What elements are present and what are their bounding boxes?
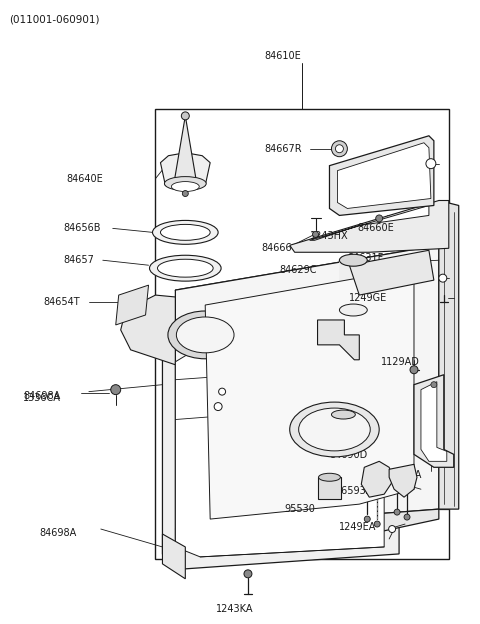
Ellipse shape	[290, 402, 379, 457]
Circle shape	[431, 382, 437, 388]
Ellipse shape	[176, 317, 234, 353]
Polygon shape	[162, 340, 399, 569]
Text: 84651: 84651	[242, 369, 273, 380]
Text: 84698A: 84698A	[39, 528, 76, 538]
Polygon shape	[332, 414, 355, 444]
Text: (011001-060901): (011001-060901)	[9, 14, 100, 24]
Polygon shape	[337, 143, 431, 208]
Ellipse shape	[339, 304, 367, 316]
Text: 84631F: 84631F	[348, 253, 384, 263]
Ellipse shape	[165, 177, 206, 190]
Text: 84690D: 84690D	[329, 451, 368, 461]
Polygon shape	[439, 245, 449, 509]
Text: 1243KA: 1243KA	[216, 603, 254, 613]
Text: 1129AD: 1129AD	[381, 357, 420, 367]
Text: 84656B: 84656B	[63, 223, 100, 233]
Ellipse shape	[339, 254, 367, 266]
Text: 84666L: 84666L	[355, 158, 392, 168]
Circle shape	[389, 525, 396, 532]
Text: 1249EA: 1249EA	[242, 388, 279, 397]
Polygon shape	[175, 509, 439, 544]
Text: 84610E: 84610E	[265, 51, 301, 61]
Circle shape	[410, 366, 418, 374]
Circle shape	[312, 232, 319, 237]
Polygon shape	[329, 136, 434, 215]
Circle shape	[404, 514, 410, 520]
Text: 85839: 85839	[242, 402, 273, 412]
Text: 95530: 95530	[285, 504, 316, 514]
Polygon shape	[116, 285, 148, 325]
Polygon shape	[318, 320, 360, 360]
Polygon shape	[349, 250, 434, 295]
Polygon shape	[290, 200, 449, 252]
Polygon shape	[389, 464, 417, 497]
Ellipse shape	[168, 311, 242, 359]
Text: 84685: 84685	[353, 275, 384, 285]
Polygon shape	[175, 350, 384, 557]
Circle shape	[336, 145, 343, 153]
Polygon shape	[310, 205, 429, 240]
Text: 1243HX: 1243HX	[310, 232, 348, 241]
Circle shape	[214, 402, 222, 411]
Polygon shape	[414, 375, 454, 467]
Text: 84666: 84666	[262, 243, 292, 253]
Text: 1336CA: 1336CA	[23, 392, 61, 402]
Ellipse shape	[319, 473, 340, 481]
Polygon shape	[175, 245, 449, 310]
Polygon shape	[120, 295, 265, 365]
Bar	[156, 109, 449, 559]
Text: 84695C: 84695C	[278, 327, 315, 337]
Polygon shape	[160, 153, 210, 185]
Circle shape	[244, 570, 252, 578]
Circle shape	[218, 388, 226, 395]
Polygon shape	[174, 116, 196, 180]
Ellipse shape	[171, 182, 199, 192]
Ellipse shape	[153, 220, 218, 245]
Text: 84660E: 84660E	[357, 223, 394, 233]
Polygon shape	[361, 461, 394, 497]
Ellipse shape	[150, 255, 221, 281]
Text: 84660E: 84660E	[355, 175, 392, 185]
Text: 1249GE: 1249GE	[349, 293, 388, 303]
Polygon shape	[421, 382, 447, 461]
Circle shape	[394, 509, 400, 515]
Polygon shape	[339, 260, 367, 310]
Text: 84698A: 84698A	[23, 391, 60, 401]
Text: 86593A: 86593A	[336, 486, 373, 496]
Text: 84654T: 84654T	[43, 297, 80, 307]
Polygon shape	[318, 477, 341, 499]
Text: 84640E: 84640E	[66, 173, 103, 183]
Circle shape	[111, 384, 120, 394]
Text: 84629C: 84629C	[280, 265, 317, 275]
Circle shape	[376, 215, 383, 222]
Ellipse shape	[157, 259, 213, 277]
Ellipse shape	[160, 225, 210, 240]
Circle shape	[181, 112, 189, 120]
Polygon shape	[175, 245, 439, 529]
Circle shape	[182, 190, 188, 197]
Text: 1249EA: 1249EA	[339, 522, 377, 532]
Text: 84617A: 84617A	[384, 470, 421, 480]
Circle shape	[439, 274, 447, 282]
Circle shape	[364, 516, 370, 522]
Polygon shape	[205, 268, 414, 519]
Text: 84667R: 84667R	[265, 144, 302, 154]
Ellipse shape	[299, 408, 370, 451]
Circle shape	[374, 521, 380, 527]
Text: 84657: 84657	[63, 255, 94, 265]
Text: 84612A: 84612A	[220, 424, 257, 434]
Circle shape	[332, 141, 348, 157]
Ellipse shape	[332, 410, 355, 419]
Circle shape	[426, 158, 436, 168]
Polygon shape	[439, 200, 459, 509]
Polygon shape	[162, 534, 185, 579]
